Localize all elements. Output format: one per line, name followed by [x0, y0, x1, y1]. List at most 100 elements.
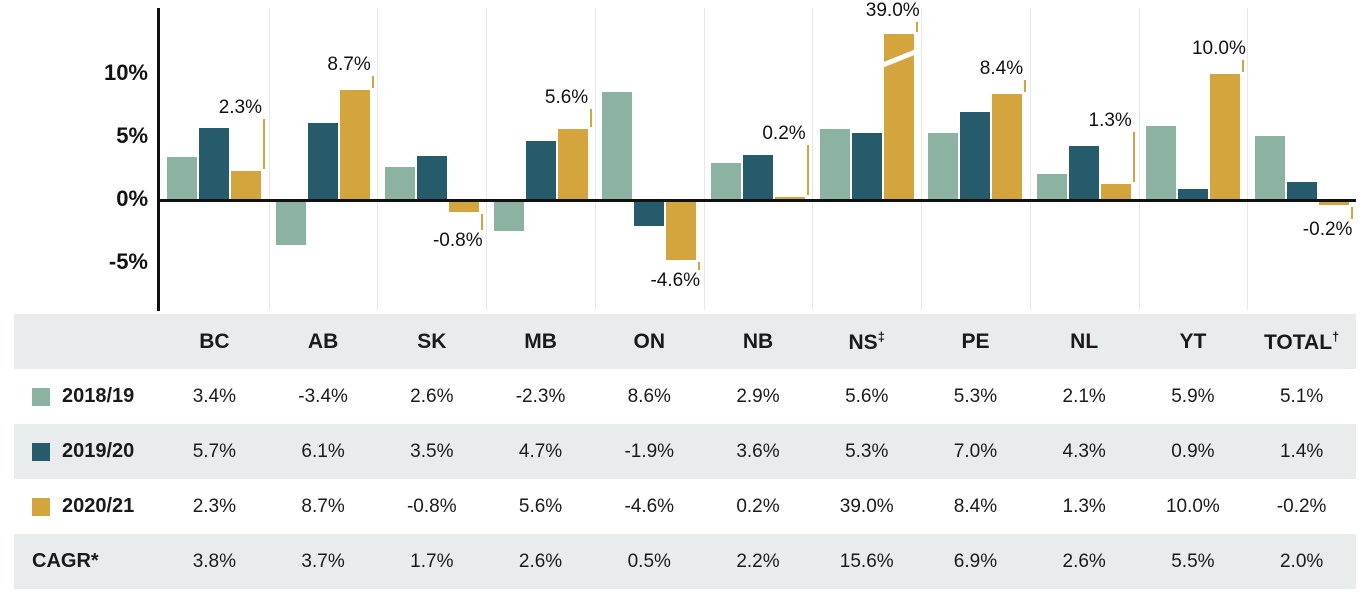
table-cell: 5.9% [1171, 385, 1215, 407]
table-cell: 39.0% [839, 495, 894, 517]
table-cell: 5.3% [953, 385, 998, 407]
table-cell: 5.1% [1279, 385, 1324, 407]
zero-baseline [157, 199, 1356, 202]
bar-value-label: -0.8% [432, 230, 483, 252]
column-header-text: BC [199, 329, 230, 353]
annotation-leader-line [1241, 60, 1244, 72]
bar-value-label: 0.2% [762, 123, 806, 145]
annotation-leader-line [698, 261, 701, 270]
table-cell: 15.6% [839, 550, 894, 572]
y-tick-label: -5% [108, 249, 148, 274]
table-cell: 5.6% [845, 385, 889, 407]
table-cell: 3.4% [192, 385, 237, 407]
bar-ab-2020-21 [340, 90, 371, 200]
table-cell: -3.4% [298, 385, 348, 407]
column-header-yt: YT [1139, 330, 1248, 354]
bar-value-label: 8.7% [327, 54, 371, 76]
table-row-2018-19: 2018/19 3.4% -3.4% 2.6% -2.3% 8.6% 2.9% 5.6% 5.3… [14, 369, 1356, 424]
table-cell: 4.7% [518, 440, 563, 462]
bar-chart: 10% 5% 0% -5% 2.3% 8.7% -0.8% 5.6% -4.6% 0.2% 39.… [103, 0, 1356, 311]
annotation-leader-line [807, 145, 809, 196]
table-cell: 6.1% [301, 440, 345, 462]
column-header-text: NS [848, 330, 878, 354]
table-cell: 0.9% [1171, 440, 1215, 462]
bar-mb-2018-19 [493, 202, 524, 231]
column-header-ab: AB [269, 330, 378, 354]
bar-mb-2019-20 [525, 140, 556, 200]
bar-bc-2019-20 [199, 128, 230, 200]
table-cell: 2.6% [1062, 550, 1106, 572]
table-cell: 8.7% [301, 495, 345, 517]
table-cell: 2.0% [1279, 550, 1324, 572]
column-header-on: ON [595, 330, 704, 354]
row-label-cell: CAGR* [14, 550, 160, 573]
y-tick-label: 10% [103, 60, 148, 85]
bar-ns-2018-19 [819, 129, 850, 200]
table-cell: 3.8% [192, 550, 237, 572]
table-cell: 5.5% [1171, 550, 1215, 572]
row-label: 2020/21 [62, 495, 135, 517]
bar-on-2020-21 [666, 202, 697, 260]
y-tick-label: 5% [116, 123, 148, 148]
bar-sk-2020-21 [448, 202, 479, 213]
legend-swatch-2020-21 [32, 497, 50, 516]
table-cell: -4.6% [624, 495, 675, 517]
table-cell: 2.6% [518, 550, 563, 572]
bar-nb-2020-21 [775, 197, 805, 200]
bar-yt-2020-21 [1209, 74, 1240, 200]
row-label-cell: 2019/20 [14, 440, 160, 463]
table-row-cagr-: CAGR* 3.8% 3.7% 1.7% 2.6% 0.5% 2.2% 15.6% 6.9% 2.… [14, 534, 1356, 589]
bar-yt-2018-19 [1145, 125, 1176, 200]
gridline [377, 8, 379, 310]
bar-value-label: 5.6% [544, 87, 589, 109]
column-header-bc: BC [160, 330, 269, 354]
bar-mb-2020-21 [557, 129, 588, 200]
bar-nl-2020-21 [1101, 183, 1132, 200]
table-cell: 1.4% [1279, 440, 1324, 462]
row-label-cell: 2020/21 [14, 495, 160, 518]
bar-bc-2020-21 [231, 171, 262, 200]
table-header-row: BC AB SK MB ON NB NS‡ PE NL YT TOTAL† [14, 314, 1356, 369]
table-cell: 1.3% [1062, 495, 1106, 517]
annotation-leader-line [480, 214, 483, 231]
gridline [486, 8, 488, 310]
table-cell: 0.2% [736, 495, 780, 517]
column-header-text: PE [961, 329, 990, 353]
column-header-total: TOTAL† [1247, 329, 1356, 355]
gridline [812, 8, 814, 310]
row-label: CAGR* [32, 550, 99, 572]
bar-ns-2019-20 [851, 133, 882, 200]
column-header-text: NB [742, 329, 774, 353]
column-header-text: ON [633, 329, 666, 353]
table-cell: -0.2% [1276, 495, 1327, 517]
table-cell: -1.9% [624, 440, 675, 462]
y-tick-label: 0% [116, 186, 148, 211]
gridline [594, 8, 596, 310]
table-cell: 2.3% [192, 495, 237, 517]
annotation-leader-line [915, 22, 918, 32]
column-header-text: MB [524, 329, 557, 353]
table-cell: 2.9% [736, 385, 780, 407]
column-header-nl: NL [1030, 330, 1139, 354]
bar-nl-2018-19 [1037, 173, 1068, 200]
legend-swatch-2019-20 [32, 442, 50, 461]
bar-value-label: 1.3% [1088, 109, 1132, 131]
table-cell: 2.6% [410, 385, 454, 407]
bar-total-2020-21 [1318, 202, 1349, 205]
table-cell: 5.3% [845, 440, 889, 462]
table-cell: 10.0% [1165, 495, 1220, 517]
y-axis-line [157, 8, 160, 311]
bar-nb-2019-20 [743, 154, 773, 200]
table-cell: 3.6% [736, 440, 780, 462]
annotation-leader-line [263, 119, 266, 170]
table-cell: -2.3% [515, 385, 566, 407]
table-row-2019-20: 2019/20 5.7% 6.1% 3.5% 4.7% -1.9% 3.6% 5.3% 7.0%… [14, 424, 1356, 479]
table-cell: 1.7% [410, 550, 454, 572]
bar-nl-2019-20 [1069, 145, 1100, 200]
bar-total-2019-20 [1286, 182, 1317, 200]
gridline [703, 8, 705, 310]
table-cell: 8.4% [953, 495, 998, 517]
bar-bc-2018-19 [167, 157, 198, 200]
bar-value-label: 8.4% [979, 58, 1024, 80]
table-cell: 2.1% [1062, 385, 1106, 407]
